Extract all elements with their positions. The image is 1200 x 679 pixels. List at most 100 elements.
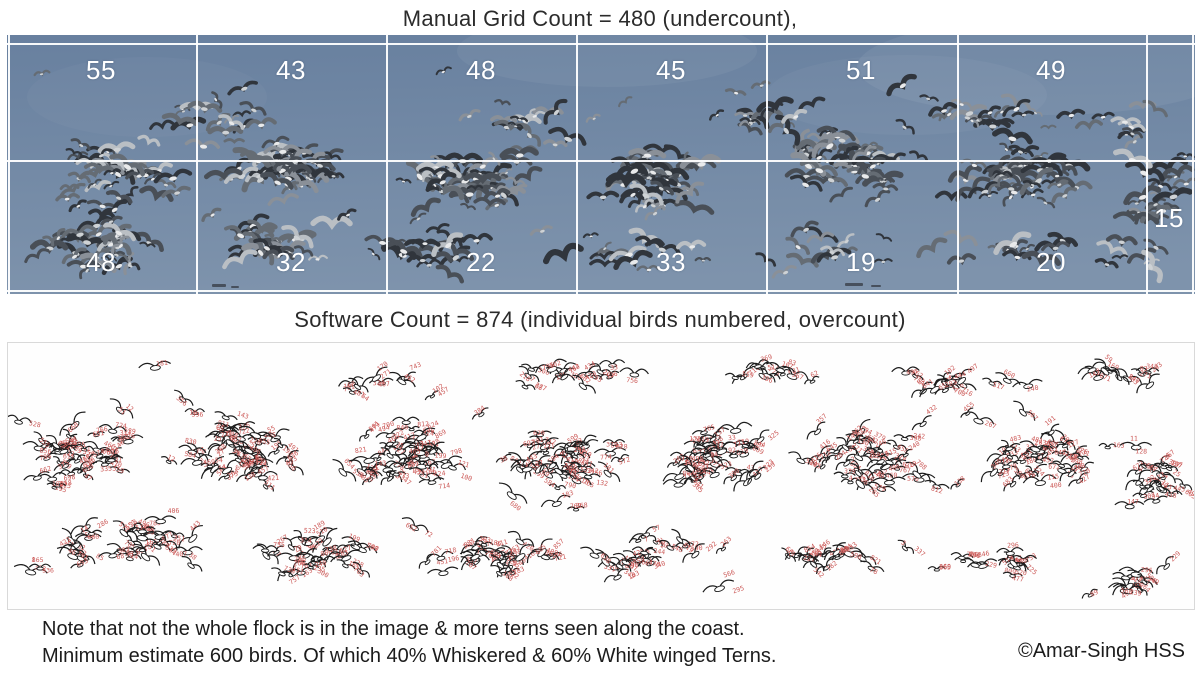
- bird-number-label: 697: [522, 438, 535, 448]
- bird-number-label: 443: [188, 519, 202, 533]
- bird-number-label: 246: [874, 437, 888, 449]
- bird-silhouette: [875, 177, 892, 184]
- bird-silhouette: [321, 151, 342, 161]
- bird-number-label: 283: [944, 378, 958, 389]
- bird-silhouette: [1110, 116, 1141, 126]
- bird-silhouette: [637, 162, 668, 179]
- bird-number-label: 196: [447, 554, 460, 564]
- bird-number-label: 369: [760, 353, 773, 364]
- bird-number-label: 356: [175, 394, 189, 408]
- bird-silhouette: [485, 182, 506, 190]
- bird-silhouette: [367, 247, 381, 261]
- bird-number-label: 536: [42, 566, 54, 574]
- bird-number-label: 439: [413, 468, 425, 477]
- bird-silhouette: [1123, 185, 1162, 206]
- bird-number-label: 342: [587, 467, 599, 475]
- bird-number-label: 180: [51, 479, 64, 489]
- bird-number-label: 666: [637, 557, 650, 567]
- outlined-bird: 33: [717, 421, 753, 442]
- bird-number-label: 790: [564, 480, 577, 490]
- bird-silhouette: [60, 224, 97, 240]
- outlined-bird: 790: [548, 480, 577, 490]
- bird-number-label: 774: [600, 453, 612, 462]
- bird-silhouette: [33, 69, 51, 77]
- bird-number-label: 224: [708, 444, 721, 454]
- bird-number-label: 324: [422, 429, 434, 438]
- bird-number-label: 722: [237, 426, 250, 436]
- bird-number-label: 527: [339, 544, 353, 556]
- bird-number-label: 660: [87, 533, 99, 541]
- outlined-bird: 680: [498, 482, 528, 513]
- bird-number-label: 31: [427, 464, 437, 474]
- bird-number-label: 137: [1169, 459, 1183, 471]
- bird-number-label: 407: [175, 550, 187, 558]
- bird-number-label: 295: [391, 439, 405, 451]
- bird-number-label: 324: [372, 378, 385, 387]
- outlined-bird: 572: [112, 520, 138, 542]
- bird-silhouette: [947, 164, 983, 183]
- bird-number-label: 787: [577, 444, 591, 456]
- bird-silhouette: [149, 119, 175, 130]
- bird-number-label: 751: [416, 469, 430, 480]
- bird-number-label: 720: [1078, 467, 1092, 479]
- bird-silhouette: [806, 231, 835, 244]
- bird-number-label: 27: [215, 447, 226, 458]
- bird-silhouette: [977, 105, 1001, 119]
- bird-number-label: 57: [651, 523, 662, 534]
- bird-number-label: 721: [732, 438, 746, 450]
- outlined-bird: 183: [540, 489, 575, 508]
- bird-silhouette: [70, 138, 91, 151]
- bird-number-label: 662: [39, 464, 53, 475]
- bird-number-label: 812: [417, 420, 429, 429]
- bird-number-label: 756: [591, 469, 603, 477]
- bird-number-label: 65: [511, 559, 522, 570]
- outlined-bird: 199 439: [404, 452, 447, 477]
- bird-number-label: 483: [1009, 433, 1022, 443]
- bird-number-label: 183: [561, 489, 575, 500]
- bird-silhouette: [875, 233, 893, 242]
- bird-number-label: 33: [728, 433, 737, 442]
- bird-number-label: 514: [135, 523, 147, 531]
- bird-number-label: 303: [117, 545, 130, 555]
- bird-number-label: 142: [1088, 368, 1102, 380]
- bird-number-label: 406: [168, 507, 180, 515]
- bird-number-label: 830: [184, 436, 197, 446]
- bird-silhouette: [260, 171, 294, 190]
- bird-number-label: 302: [548, 359, 562, 370]
- bird-silhouette: [1047, 179, 1069, 189]
- bird-silhouette: [931, 112, 956, 120]
- bird-silhouette: [675, 239, 707, 251]
- bird-silhouette: [1122, 127, 1144, 139]
- bird-silhouette: [1150, 175, 1173, 188]
- outlined-bird: 708: [35, 452, 57, 462]
- outlined-bird: 57: [630, 523, 662, 541]
- bird-number-label: 311: [119, 428, 131, 437]
- grid-cell-count: 48: [86, 247, 116, 277]
- outlined-bird: 63: [677, 445, 702, 465]
- bird-number-label: 400: [1050, 481, 1063, 490]
- bird-silhouette: [737, 122, 763, 136]
- bird-silhouette: [337, 208, 357, 221]
- bird-silhouette: [1021, 188, 1044, 199]
- outlined-bird: 844: [735, 439, 766, 449]
- bird-number-label: 559: [112, 464, 125, 475]
- bird-silhouette: [629, 183, 664, 206]
- bird-number-label: 718: [444, 546, 457, 556]
- outlined-bird: 559: [110, 464, 131, 475]
- bird-silhouette: [276, 159, 312, 174]
- bird-silhouette: [1056, 108, 1086, 120]
- manual-grid-photo-panel: 55 43 48 45 51 49 48 32 22 33 19 20 15: [7, 35, 1195, 294]
